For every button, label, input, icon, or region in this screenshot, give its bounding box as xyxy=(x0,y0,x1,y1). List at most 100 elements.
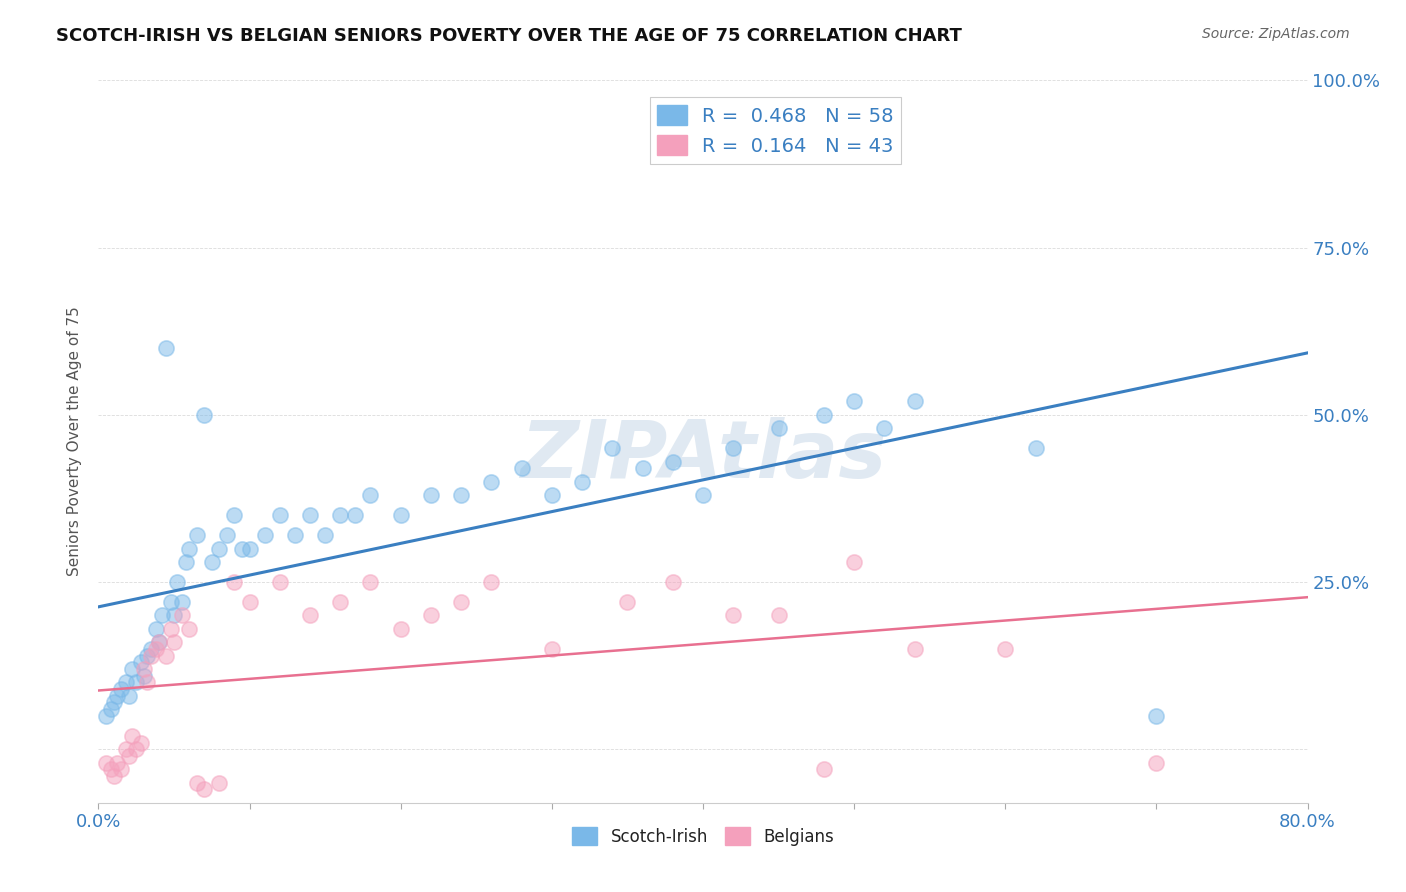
Point xyxy=(150,608,173,623)
Point xyxy=(132,669,155,683)
Point xyxy=(208,541,231,556)
Y-axis label: Seniors Poverty Over the Age of 75: Seniors Poverty Over the Age of 75 xyxy=(67,307,83,576)
Point xyxy=(103,769,125,783)
Point xyxy=(215,528,238,542)
Point xyxy=(208,776,231,790)
Point xyxy=(360,488,382,502)
Point xyxy=(224,575,246,590)
Text: ZIPAtlas: ZIPAtlas xyxy=(520,417,886,495)
Point xyxy=(231,541,253,556)
Point xyxy=(174,555,197,569)
Point xyxy=(299,508,322,523)
Point xyxy=(768,421,790,435)
Point xyxy=(239,541,262,556)
Point xyxy=(135,675,157,690)
Point xyxy=(125,675,148,690)
Point xyxy=(100,702,122,716)
Point xyxy=(166,575,188,590)
Point xyxy=(1144,708,1167,723)
Point xyxy=(148,635,170,649)
Point xyxy=(1024,442,1046,455)
Point xyxy=(129,735,152,749)
Point xyxy=(186,528,208,542)
Point xyxy=(94,756,117,770)
Point xyxy=(450,488,472,502)
Point xyxy=(360,575,382,590)
Point xyxy=(170,608,193,623)
Point xyxy=(616,595,638,609)
Point xyxy=(299,608,322,623)
Point xyxy=(155,648,177,663)
Point xyxy=(129,655,152,669)
Point xyxy=(155,341,177,355)
Point xyxy=(163,608,186,623)
Point xyxy=(110,681,132,696)
Point xyxy=(450,595,472,609)
Point xyxy=(103,696,125,710)
Point xyxy=(661,455,683,469)
Point xyxy=(904,642,927,657)
Point xyxy=(141,648,163,663)
Point xyxy=(873,421,896,435)
Point xyxy=(314,528,336,542)
Point xyxy=(201,555,224,569)
Point xyxy=(125,742,148,756)
Point xyxy=(121,729,143,743)
Point xyxy=(389,622,412,636)
Point xyxy=(145,642,167,657)
Text: SCOTCH-IRISH VS BELGIAN SENIORS POVERTY OVER THE AGE OF 75 CORRELATION CHART: SCOTCH-IRISH VS BELGIAN SENIORS POVERTY … xyxy=(56,27,962,45)
Point xyxy=(105,689,128,703)
Point xyxy=(329,508,352,523)
Point xyxy=(344,508,367,523)
Point xyxy=(602,442,624,455)
Point xyxy=(813,408,835,422)
Point xyxy=(170,595,193,609)
Point xyxy=(284,528,307,542)
Point xyxy=(160,595,183,609)
Point xyxy=(844,394,866,409)
Point xyxy=(540,488,562,502)
Point xyxy=(135,648,157,663)
Point xyxy=(481,475,503,489)
Point xyxy=(420,488,443,502)
Point xyxy=(510,461,533,475)
Point xyxy=(193,408,215,422)
Point xyxy=(224,508,246,523)
Point xyxy=(768,608,790,623)
Point xyxy=(118,749,141,764)
Point xyxy=(145,622,167,636)
Point xyxy=(160,622,183,636)
Point xyxy=(813,762,835,776)
Point xyxy=(269,575,291,590)
Point xyxy=(1144,756,1167,770)
Point xyxy=(100,762,122,776)
Legend: Scotch-Irish, Belgians: Scotch-Irish, Belgians xyxy=(565,821,841,852)
Point xyxy=(163,635,186,649)
Point xyxy=(631,461,654,475)
Point xyxy=(420,608,443,623)
Point xyxy=(994,642,1017,657)
Point xyxy=(105,756,128,770)
Point xyxy=(269,508,291,523)
Point xyxy=(253,528,276,542)
Point xyxy=(329,595,352,609)
Point xyxy=(114,675,136,690)
Point xyxy=(389,508,412,523)
Point xyxy=(844,555,866,569)
Point xyxy=(114,742,136,756)
Point xyxy=(193,782,215,797)
Point xyxy=(148,635,170,649)
Point xyxy=(110,762,132,776)
Point xyxy=(239,595,262,609)
Point xyxy=(94,708,117,723)
Point xyxy=(179,541,201,556)
Point xyxy=(723,608,745,623)
Point xyxy=(540,642,562,657)
Point xyxy=(723,442,745,455)
Text: Source: ZipAtlas.com: Source: ZipAtlas.com xyxy=(1202,27,1350,41)
Point xyxy=(141,642,163,657)
Point xyxy=(571,475,593,489)
Point xyxy=(661,575,683,590)
Point xyxy=(692,488,714,502)
Point xyxy=(132,662,155,676)
